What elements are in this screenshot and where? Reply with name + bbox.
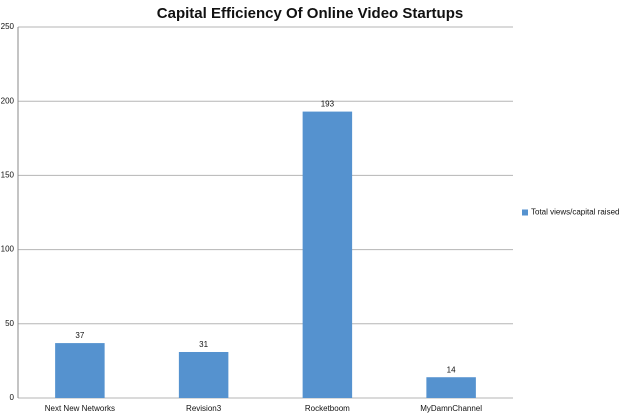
- data-label: 193: [321, 100, 335, 109]
- x-tick-label: Revision3: [186, 404, 222, 413]
- data-label: 14: [447, 365, 456, 374]
- data-label: 37: [75, 331, 84, 340]
- legend-label: Total views/capital raised: [531, 208, 619, 217]
- chart-title: Capital Efficiency Of Online Video Start…: [157, 5, 463, 22]
- y-tick-label: 50: [5, 319, 14, 328]
- y-tick-label: 150: [1, 171, 15, 180]
- y-tick-label: 250: [1, 22, 15, 31]
- legend-swatch: [522, 209, 528, 216]
- data-label: 31: [199, 340, 208, 349]
- y-tick-label: 200: [1, 96, 15, 105]
- y-tick-label: 0: [10, 393, 15, 402]
- bar: [178, 351, 229, 398]
- bar: [302, 111, 353, 398]
- x-tick-label: Rocketboom: [305, 404, 350, 413]
- bar: [426, 377, 476, 398]
- x-tick-label: Next New Networks: [45, 404, 115, 413]
- x-tick-label: MyDamnChannel: [420, 404, 482, 413]
- y-tick-label: 100: [1, 245, 15, 254]
- bar: [55, 343, 105, 398]
